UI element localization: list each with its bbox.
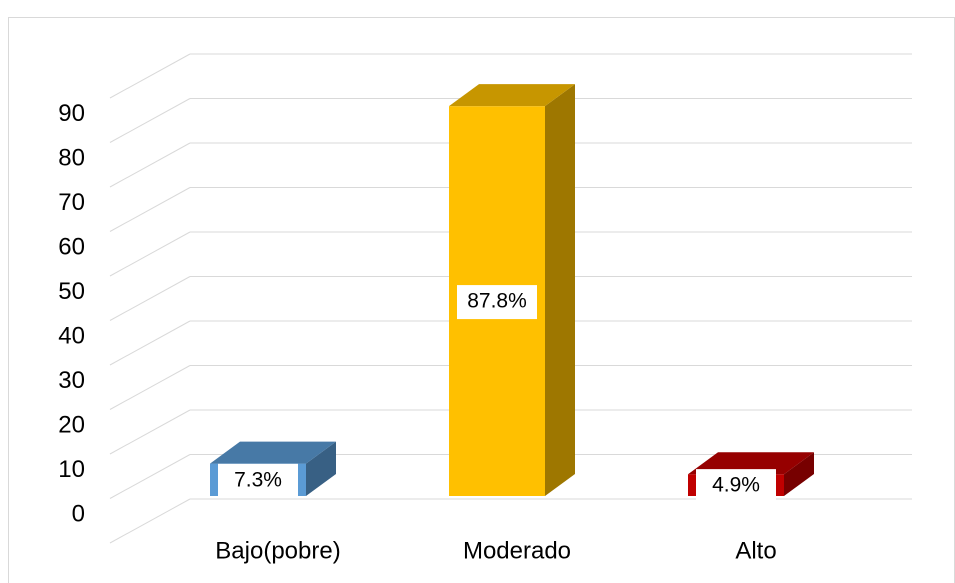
y-tick-label: 30 — [58, 367, 85, 394]
y-tick-label: 70 — [58, 189, 85, 216]
y-tick-label: 20 — [58, 411, 85, 438]
y-tick-label: 60 — [58, 233, 85, 260]
bar-top — [210, 441, 336, 464]
value-label: 7.3% — [234, 468, 282, 491]
grid-line — [109, 142, 191, 188]
grid-line — [109, 409, 191, 455]
grid-line — [109, 53, 191, 99]
y-tick-label: 90 — [58, 100, 85, 127]
x-tick-label: Alto — [735, 537, 776, 564]
grid-line — [109, 320, 191, 366]
x-tick-label: Bajo(pobre) — [215, 537, 340, 564]
value-label-box — [218, 463, 298, 498]
grid-line — [109, 98, 191, 143]
grid-line — [109, 231, 191, 277]
y-tick-label: 0 — [72, 500, 85, 527]
value-label: 87.8% — [467, 290, 527, 313]
bar-side — [306, 441, 336, 496]
value-label: 4.9% — [712, 474, 760, 497]
y-tick-label: 10 — [58, 456, 85, 483]
grid-line — [109, 365, 191, 410]
bar-side — [784, 452, 814, 496]
y-tick-label: 80 — [58, 144, 85, 171]
bar-top — [688, 452, 814, 475]
x-tick-label: Moderado — [463, 537, 571, 564]
grid-line — [109, 454, 191, 499]
bar-side — [545, 84, 575, 496]
grid-line — [109, 498, 191, 544]
grid-line — [109, 187, 191, 232]
y-tick-label: 50 — [58, 278, 85, 305]
y-tick-label: 40 — [58, 322, 85, 349]
value-label-box — [457, 285, 537, 320]
value-label-box — [696, 469, 776, 504]
bar-top — [449, 84, 575, 107]
grid-line — [109, 276, 191, 321]
